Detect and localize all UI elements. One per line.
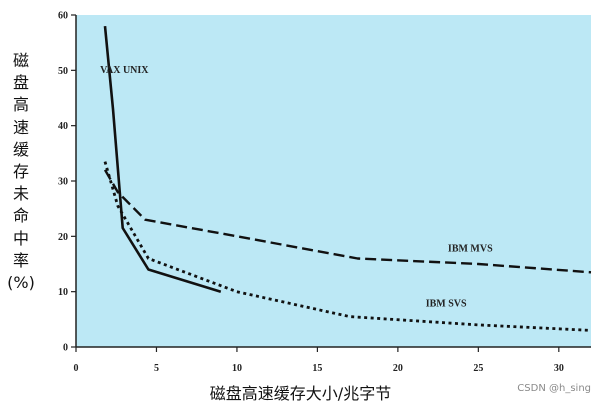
y-axis-label: 磁 盘 高 速 缓 存 未 命 中 率 (%) [7, 50, 35, 294]
y-axis-label-char: 中 [12, 228, 29, 248]
y-axis-label-char: 速 [12, 117, 29, 137]
series-label-vax-unix: VAX UNIX [100, 65, 149, 76]
y-tick-label: 20 [58, 232, 68, 243]
y-axis-label-char: 存 [12, 162, 29, 182]
y-tick-label: 50 [58, 66, 68, 77]
series-line-ibm-mvs [103, 169, 592, 274]
y-axis-label-char: 命 [12, 206, 29, 226]
x-tick-label: 30 [554, 363, 564, 374]
watermark: CSDN @h_sing [517, 383, 591, 394]
y-tick-label: 40 [58, 121, 68, 132]
y-axis-label-char: (%) [7, 273, 35, 293]
y-tick-label: 60 [58, 11, 68, 22]
x-tick-label: 0 [74, 363, 79, 374]
x-tick-label: 20 [393, 363, 403, 374]
y-tick-label: 0 [63, 343, 68, 354]
y-axis-label-char: 未 [12, 184, 29, 204]
series-line-ibm-svs [103, 161, 592, 332]
x-tick-label: 25 [473, 363, 483, 374]
series-line-vax-unix [103, 25, 222, 293]
plot-background [76, 15, 591, 347]
y-tick-label: 10 [58, 287, 68, 298]
series-label-ibm-svs: IBM SVS [426, 299, 467, 310]
y-axis-label-char: 缓 [12, 139, 29, 159]
y-axis-label-char: 磁 [12, 51, 29, 70]
x-tick-label: 5 [154, 363, 159, 374]
y-axis-label-char: 盘 [12, 73, 29, 93]
y-tick-label: 30 [58, 177, 68, 188]
series-label-ibm-mvs: IBM MVS [448, 243, 493, 254]
x-tick-label: 15 [312, 363, 322, 374]
x-axis-label: 磁盘高速缓存大小/兆字节 [209, 384, 392, 403]
y-axis-label-char: 高 [12, 95, 29, 115]
x-tick-label: 10 [232, 363, 242, 374]
y-axis-label-char: 率 [12, 250, 29, 270]
